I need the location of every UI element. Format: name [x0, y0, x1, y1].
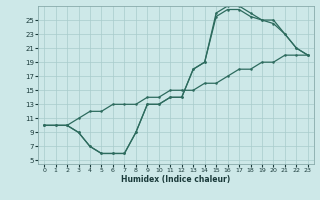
- X-axis label: Humidex (Indice chaleur): Humidex (Indice chaleur): [121, 175, 231, 184]
